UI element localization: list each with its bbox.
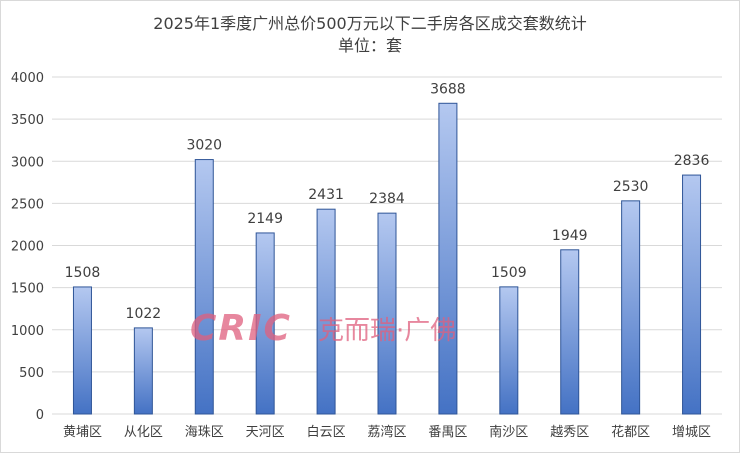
data-label: 2530	[613, 179, 649, 195]
bar	[377, 212, 397, 415]
bar	[560, 249, 580, 415]
x-tick-label: 从化区	[124, 425, 163, 440]
bar	[621, 200, 641, 415]
bar	[682, 174, 702, 415]
data-label: 1022	[126, 306, 162, 322]
data-label: 3020	[186, 138, 222, 154]
bar	[438, 102, 458, 415]
x-tick-label: 南沙区	[489, 424, 528, 440]
y-tick-label: 500	[19, 366, 44, 381]
y-tick-label: 2500	[11, 197, 44, 212]
data-label: 2149	[247, 211, 283, 227]
chart-title: 2025年1季度广州总价500万元以下二手房各区成交套数统计	[153, 14, 587, 33]
y-tick-label: 0	[36, 408, 44, 423]
y-tick-label: 4000	[11, 71, 44, 86]
x-tick-label: 荔湾区	[367, 424, 406, 440]
x-tick-label: 番禺区	[428, 425, 467, 440]
x-tick-label: 越秀区	[550, 425, 589, 440]
y-tick-label: 2000	[11, 240, 44, 255]
x-tick-label: 黄埔区	[63, 425, 102, 440]
y-tick-label: 3000	[11, 155, 44, 170]
bar	[133, 327, 153, 415]
y-tick-label: 1500	[11, 282, 44, 297]
watermark-logo: CRIC 克而瑞·广佛	[190, 308, 456, 349]
data-label: 3688	[430, 81, 466, 97]
bar	[316, 208, 336, 415]
svg-text:CRIC: CRIC	[190, 308, 292, 349]
data-label: 1508	[65, 265, 101, 281]
data-label: 1949	[552, 228, 588, 244]
y-tick-label: 1000	[11, 324, 44, 339]
data-label: 2384	[369, 191, 405, 207]
chart-subtitle: 单位：套	[337, 36, 402, 55]
bar	[499, 286, 519, 415]
bar	[194, 159, 214, 415]
x-tick-label: 海珠区	[185, 425, 224, 440]
x-tick-label: 增城区	[672, 425, 711, 440]
data-label: 1509	[491, 265, 527, 281]
x-tick-label: 白云区	[307, 424, 346, 440]
y-tick-label: 3500	[11, 113, 44, 128]
bar	[72, 286, 92, 415]
x-tick-label: 天河区	[246, 425, 285, 440]
svg-text:克而瑞·广佛: 克而瑞·广佛	[318, 316, 456, 346]
data-label: 2836	[674, 153, 710, 169]
x-tick-label: 花都区	[611, 424, 650, 440]
data-label: 2431	[308, 187, 344, 203]
bar	[255, 232, 275, 415]
